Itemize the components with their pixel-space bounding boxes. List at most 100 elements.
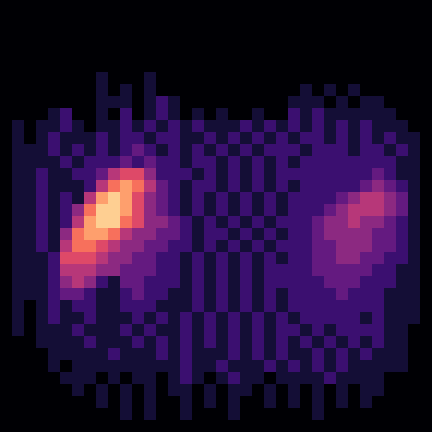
heatmap-cell [96,396,109,409]
heatmap-cell [288,132,301,145]
heatmap-cell [132,204,145,217]
heatmap-cell [60,216,73,229]
heatmap-cell [168,180,181,193]
heatmap-cell [276,144,289,157]
heatmap-cell [336,120,349,133]
heatmap-cell [60,24,73,37]
heatmap-cell [204,216,217,229]
heatmap-cell [300,120,313,133]
heatmap-cell [228,48,241,61]
heatmap-cell [240,120,253,133]
heatmap-cell [216,156,229,169]
heatmap-cell [264,336,277,349]
heatmap-cell [144,384,157,397]
heatmap-cell [96,36,109,49]
heatmap-cell [216,336,229,349]
heatmap-cell [420,0,432,13]
heatmap-cell [276,96,289,109]
heatmap-cell [420,216,432,229]
heatmap-cell [168,240,181,253]
heatmap-cell [300,252,313,265]
heatmap-cell [300,288,313,301]
heatmap-cell [300,0,313,13]
heatmap-cell [408,288,421,301]
heatmap-cell [384,108,397,121]
heatmap-cell [48,0,61,13]
heatmap-cell [336,144,349,157]
heatmap-cell [336,288,349,301]
heatmap-cell [168,216,181,229]
heatmap-cell [108,84,121,97]
heatmap-cell [96,72,109,85]
heatmap-cell [204,0,217,13]
heatmap-cell [360,312,373,325]
heatmap-cell [408,348,421,361]
heatmap-cell [192,312,205,325]
heatmap-cell [336,276,349,289]
heatmap-cell [360,276,373,289]
heatmap-cell [36,360,49,373]
heatmap-cell [24,204,37,217]
heatmap-cell [324,72,337,85]
heatmap-cell [168,252,181,265]
heatmap-cell [252,384,265,397]
heatmap-cell [204,300,217,313]
heatmap-cell [84,348,97,361]
heatmap-cell [372,72,385,85]
heatmap-cell [372,0,385,13]
heatmap-cell [264,24,277,37]
heatmap-cell [312,384,325,397]
heatmap-cell [252,420,265,432]
heatmap-cell [48,156,61,169]
heatmap-cell [24,288,37,301]
heatmap-cell [408,180,421,193]
heatmap-cell [228,132,241,145]
heatmap-cell [276,72,289,85]
heatmap-cell [120,0,133,13]
heatmap-cell [300,168,313,181]
heatmap-cell [408,144,421,157]
heatmap-cell [324,108,337,121]
heatmap-cell [156,372,169,385]
heatmap-cell [348,168,361,181]
heatmap-cell [48,276,61,289]
heatmap-cell [144,240,157,253]
heatmap-cell [12,216,25,229]
heatmap-cell [12,144,25,157]
heatmap-cell [300,156,313,169]
heatmap-cell [120,312,133,325]
heatmap-cell [252,84,265,97]
heatmap-cell [96,180,109,193]
heatmap-cell [12,108,25,121]
heatmap-cell [132,384,145,397]
heatmap-cell [228,36,241,49]
heatmap-cell [360,300,373,313]
heatmap-cell [12,96,25,109]
heatmap-cell [60,48,73,61]
heatmap-cell [156,132,169,145]
heatmap-cell [12,120,25,133]
heatmap-cell [180,360,193,373]
heatmap-cell [60,300,73,313]
heatmap-cell [60,360,73,373]
heatmap-cell [228,384,241,397]
heatmap-cell [420,348,432,361]
heatmap-cell [108,0,121,13]
heatmap-cell [312,348,325,361]
heatmap-cell [240,156,253,169]
heatmap-cell [408,252,421,265]
heatmap-cell [72,360,85,373]
heatmap-cell [36,252,49,265]
heatmap-cell [84,300,97,313]
heatmap-cell [396,120,409,133]
heatmap-cell [408,108,421,121]
heatmap-cell [156,168,169,181]
heatmap-cell [324,312,337,325]
heatmap-cell [336,408,349,421]
heatmap-cell [36,192,49,205]
heatmap-cell [180,0,193,13]
heatmap-cell [84,240,97,253]
heatmap-cell [144,96,157,109]
heatmap-cell [96,84,109,97]
heatmap-cell [120,204,133,217]
